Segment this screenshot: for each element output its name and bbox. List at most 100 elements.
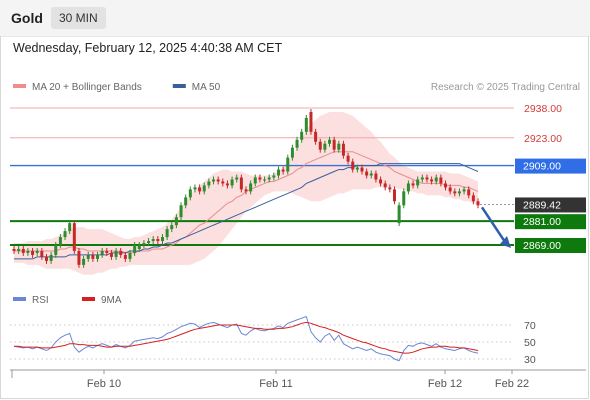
candle-body xyxy=(462,189,466,192)
candle-body xyxy=(160,237,164,242)
level-tag-4: 2869.00 xyxy=(515,238,586,253)
candle-body xyxy=(448,187,452,192)
candle-body xyxy=(457,191,461,194)
rsi-ma-line xyxy=(14,321,479,354)
candle-body xyxy=(374,173,378,180)
level-tag-bg-4 xyxy=(515,238,586,253)
candle-body xyxy=(31,250,35,255)
candle-body xyxy=(430,179,434,182)
level-tag-2: 2909.00 xyxy=(515,158,586,174)
rsi-line xyxy=(13,315,479,362)
candle-body xyxy=(439,177,443,184)
candle-body xyxy=(77,250,81,265)
rsi-legend-swatch-1 xyxy=(82,297,95,301)
symbol-title: Gold xyxy=(11,10,43,26)
candle-body xyxy=(425,177,429,180)
datetime-label: Wednesday, February 12, 2025 4:40:38 AM … xyxy=(13,41,283,55)
candle-body xyxy=(156,239,160,242)
x-tick-label-2: Feb 12 xyxy=(428,378,462,390)
candle-body xyxy=(72,223,76,251)
candle-body xyxy=(44,256,48,261)
candle-body xyxy=(17,248,21,251)
candle-body xyxy=(341,143,345,156)
candle-body xyxy=(105,250,109,253)
candle-body xyxy=(360,167,364,172)
candle-body xyxy=(365,171,369,176)
forecast-arrow-shaft xyxy=(480,206,507,243)
candle-body xyxy=(379,179,383,184)
candle-body xyxy=(453,191,457,194)
candle-body xyxy=(276,169,280,176)
candle-body xyxy=(184,197,188,206)
candle-body xyxy=(235,177,239,180)
candle-body xyxy=(21,248,25,253)
candle-body xyxy=(123,254,127,259)
level-label-1: 2923.00 xyxy=(524,133,562,145)
level-label-2: 2909.00 xyxy=(523,161,561,173)
rsi-legend-swatch-0 xyxy=(13,297,26,301)
x-tick-label-1: Feb 11 xyxy=(259,378,292,390)
candle-body xyxy=(244,189,248,192)
candle-body xyxy=(388,187,392,190)
candle-body xyxy=(137,245,141,249)
candle-body xyxy=(309,111,313,132)
candle-body xyxy=(328,139,332,144)
candle-body xyxy=(63,231,67,238)
candle-body xyxy=(142,243,146,245)
candle-body xyxy=(369,173,373,176)
candle-body xyxy=(179,205,183,218)
candle-body xyxy=(267,177,271,180)
rsi-tick-2: 30 xyxy=(524,354,536,366)
current-price-label: 2889.42 xyxy=(523,199,561,211)
candle-body xyxy=(444,183,448,188)
candle-body xyxy=(402,191,406,206)
candle-body xyxy=(35,250,39,253)
candle-body xyxy=(202,185,206,192)
candle-body xyxy=(174,217,178,226)
candle-body xyxy=(128,252,132,259)
legend-label-0: MA 20 + Bollinger Bands xyxy=(32,82,142,93)
candle-body xyxy=(212,179,216,182)
header-bar: Gold 30 MIN xyxy=(0,0,590,37)
candle-body xyxy=(332,139,336,150)
candle-body xyxy=(314,131,318,142)
candle-body xyxy=(476,201,480,206)
level-tag-bg-2 xyxy=(515,158,586,174)
candle-body xyxy=(96,254,100,259)
candle-body xyxy=(392,189,396,202)
candle-body xyxy=(337,143,341,150)
candle-body xyxy=(383,183,387,188)
candle-body xyxy=(239,177,243,190)
level-label-4: 2869.00 xyxy=(523,240,561,252)
candle-body xyxy=(355,167,359,170)
level-label-0: 2938.00 xyxy=(524,103,562,115)
x-tick-label-0: Feb 10 xyxy=(87,378,121,390)
candle-body xyxy=(26,250,30,253)
candle-body xyxy=(170,225,174,230)
legend-swatch-1 xyxy=(172,84,186,88)
candle-body xyxy=(286,157,290,172)
candle-body xyxy=(281,169,285,172)
candle-body xyxy=(40,250,44,257)
candle-body xyxy=(207,181,211,186)
current-price-tag xyxy=(515,197,586,213)
candle-body xyxy=(295,139,299,148)
candle-body xyxy=(193,187,197,190)
credit-text: Research © 2025 Trading Central xyxy=(431,82,580,93)
candle-body xyxy=(216,179,220,182)
level-label-3: 2881.00 xyxy=(523,216,561,228)
candle-body xyxy=(318,141,322,150)
level-tag-3: 2881.00 xyxy=(515,214,586,230)
level-tag-0: 2938.00 xyxy=(524,103,562,115)
candle-body xyxy=(304,117,308,132)
candle-body xyxy=(54,245,58,255)
candle-body xyxy=(411,183,415,186)
timeframe-badge[interactable]: 30 MIN xyxy=(51,7,106,29)
ma50-line xyxy=(14,163,479,260)
candle-body xyxy=(198,187,202,192)
candle-body xyxy=(49,254,53,261)
rsi-legend-label-0: RSI xyxy=(32,295,49,306)
candle-body xyxy=(346,155,350,162)
candle-body xyxy=(351,161,355,170)
